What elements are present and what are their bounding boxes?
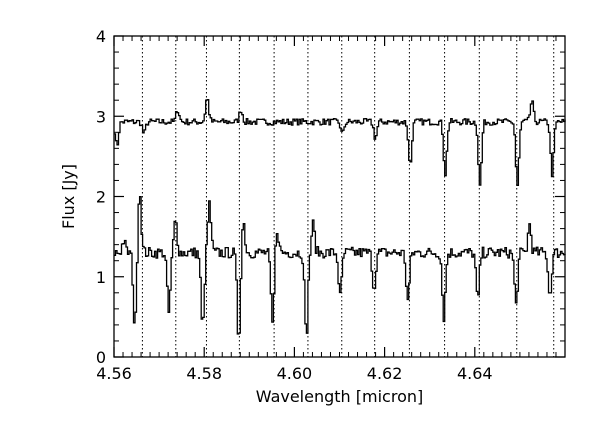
y-tick-label-2: 2 — [96, 188, 106, 207]
y-tick-label-0: 0 — [96, 348, 106, 367]
x-tick-label-4: 4.64 — [457, 364, 493, 383]
x-axis-label: Wavelength [micron] — [256, 387, 423, 406]
y-tick-label-4: 4 — [96, 27, 106, 46]
plot-frame — [113, 35, 566, 358]
x-tick-label-2: 4.60 — [277, 364, 313, 383]
x-tick-label-3: 4.62 — [367, 364, 403, 383]
x-tick-label-0: 4.56 — [96, 364, 132, 383]
spectrum-series-1 — [114, 196, 566, 335]
x-tick-label-1: 4.58 — [186, 364, 222, 383]
series-layer — [114, 98, 566, 335]
reference-lines — [141, 36, 555, 357]
y-tick-label-3: 3 — [96, 107, 106, 126]
spectrum-series-0 — [114, 98, 566, 186]
y-axis-label: Flux [Jy] — [59, 164, 78, 229]
y-tick-label-1: 1 — [96, 268, 106, 287]
axis-ticks: 4.56 4.58 4.60 4.62 4.64 0 1 2 3 4 — [96, 27, 565, 383]
